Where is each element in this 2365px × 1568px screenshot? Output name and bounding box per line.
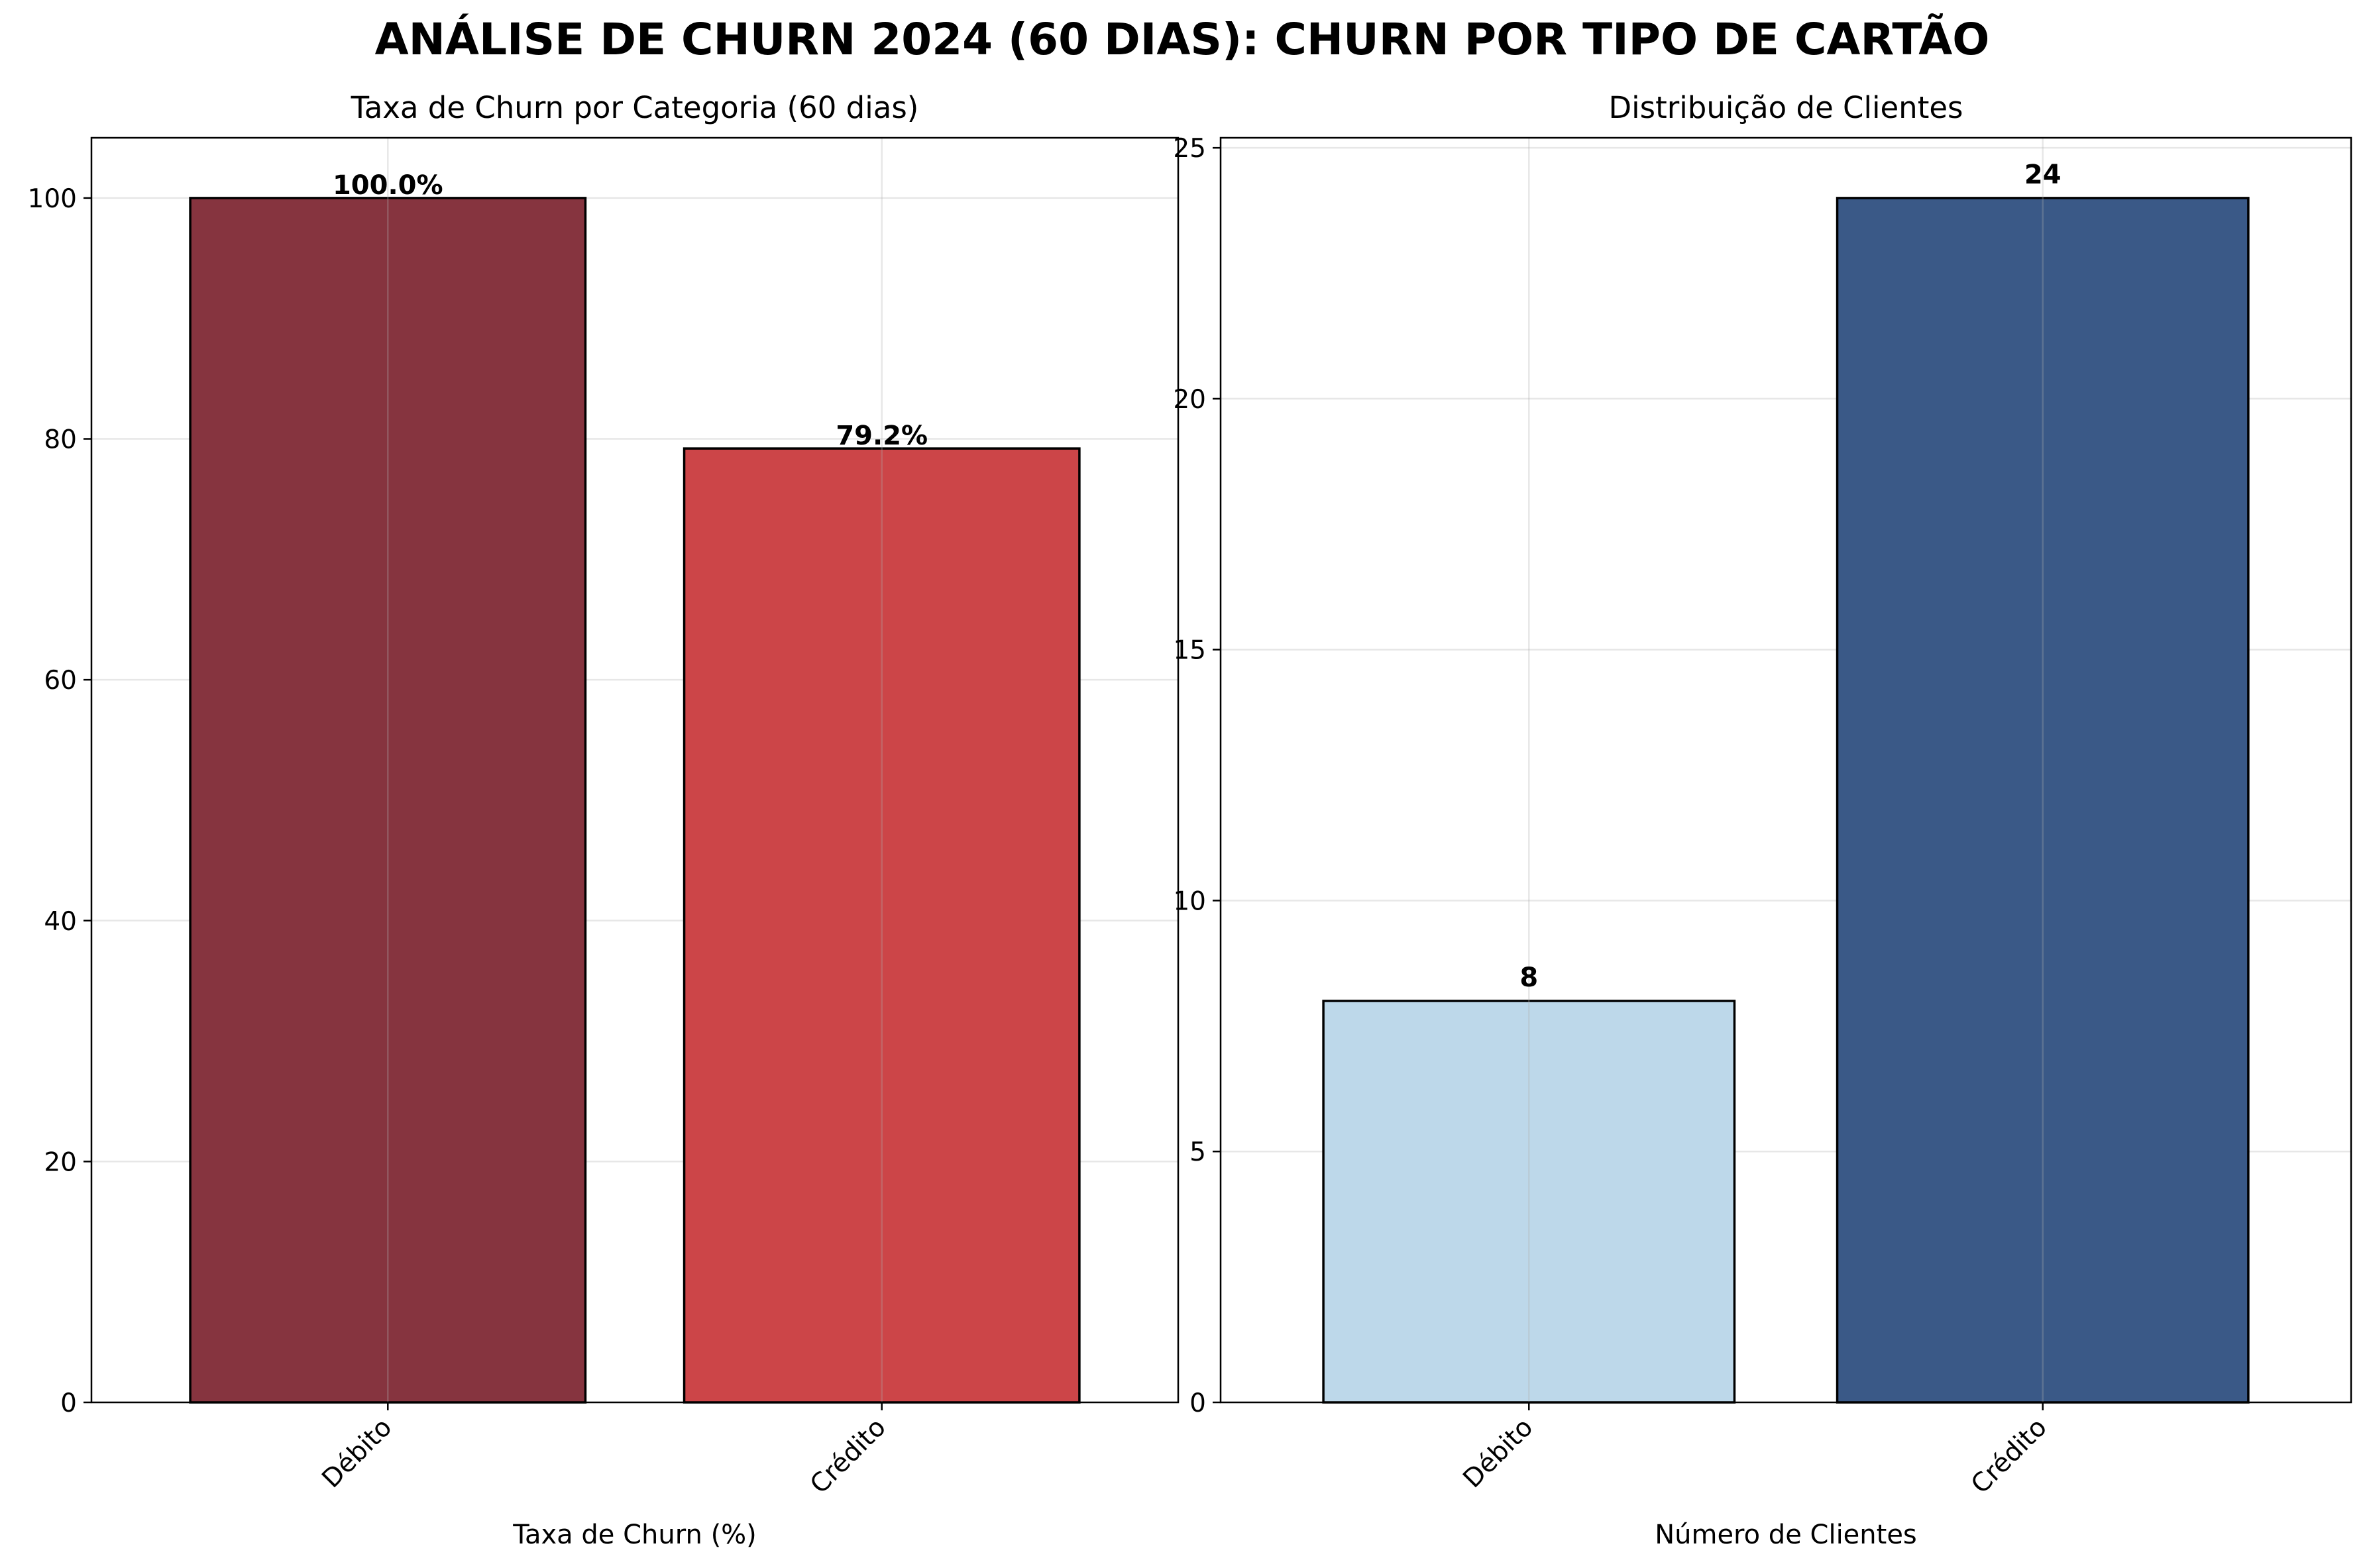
- chart-1-bar-dbito: [189, 197, 587, 1404]
- chart-1-ytick-label-1: 20: [44, 1147, 77, 1177]
- chart-1-bar-label-0: 100.0%: [333, 170, 443, 201]
- chart-1-ytick-label-3: 60: [44, 666, 77, 696]
- chart-2-ytick-label-4: 20: [1173, 385, 1206, 415]
- chart-1-ytick-label-5: 100: [28, 184, 77, 214]
- chart-2-bar-label-1: 24: [2024, 160, 2062, 190]
- chart-1-frame: [90, 136, 1180, 1404]
- chart-1-title: Taxa de Churn por Categoria (60 dias): [351, 90, 919, 125]
- churn-rate-chart: Taxa de Churn por Categoria (60 dias) 100…: [28, 90, 1180, 1550]
- chart-1-xlabel: Taxa de Churn (%): [512, 1520, 757, 1550]
- chart-2-title: Distribuição de Clientes: [1609, 90, 1963, 125]
- chart-1-ytick-label-4: 80: [44, 425, 77, 455]
- chart-2-xtick-label-1: Crédito: [1965, 1412, 2053, 1500]
- chart-2-ytick-label-5: 25: [1173, 134, 1206, 164]
- figure-title: ANÁLISE DE CHURN 2024 (60 DIAS): CHURN P…: [375, 13, 1990, 65]
- chart-1-ytick-label-0: 0: [60, 1388, 77, 1418]
- chart-2-bar-label-0: 8: [1519, 963, 1538, 993]
- customer-distribution-chart: Distribuição de Clientes 8 24 0 5 10 15 20 25 Déb…: [1173, 90, 2352, 1550]
- chart-2-bar-crdito: [1836, 197, 2250, 1404]
- chart-2-frame: [1219, 136, 2352, 1404]
- chart-1-bar-crdito: [683, 447, 1081, 1404]
- chart-2-ytick-label-3: 15: [1173, 636, 1206, 666]
- chart-2-xlabel: Número de Clientes: [1655, 1520, 1917, 1550]
- chart-2-xtick-label-0: Débito: [1457, 1412, 1539, 1494]
- chart-1-ytick-label-2: 40: [44, 907, 77, 937]
- chart-1-xtick-label-1: Crédito: [804, 1412, 892, 1500]
- chart-2-bar-dbito: [1322, 1000, 1736, 1404]
- chart-1-xtick-label-0: Débito: [316, 1412, 398, 1494]
- chart-2-ytick-label-1: 5: [1189, 1137, 1206, 1167]
- chart-2-ytick-label-2: 10: [1173, 886, 1206, 916]
- chart-2-ytick-label-0: 0: [1189, 1388, 1206, 1418]
- chart-1-bar-label-1: 79.2%: [836, 421, 928, 451]
